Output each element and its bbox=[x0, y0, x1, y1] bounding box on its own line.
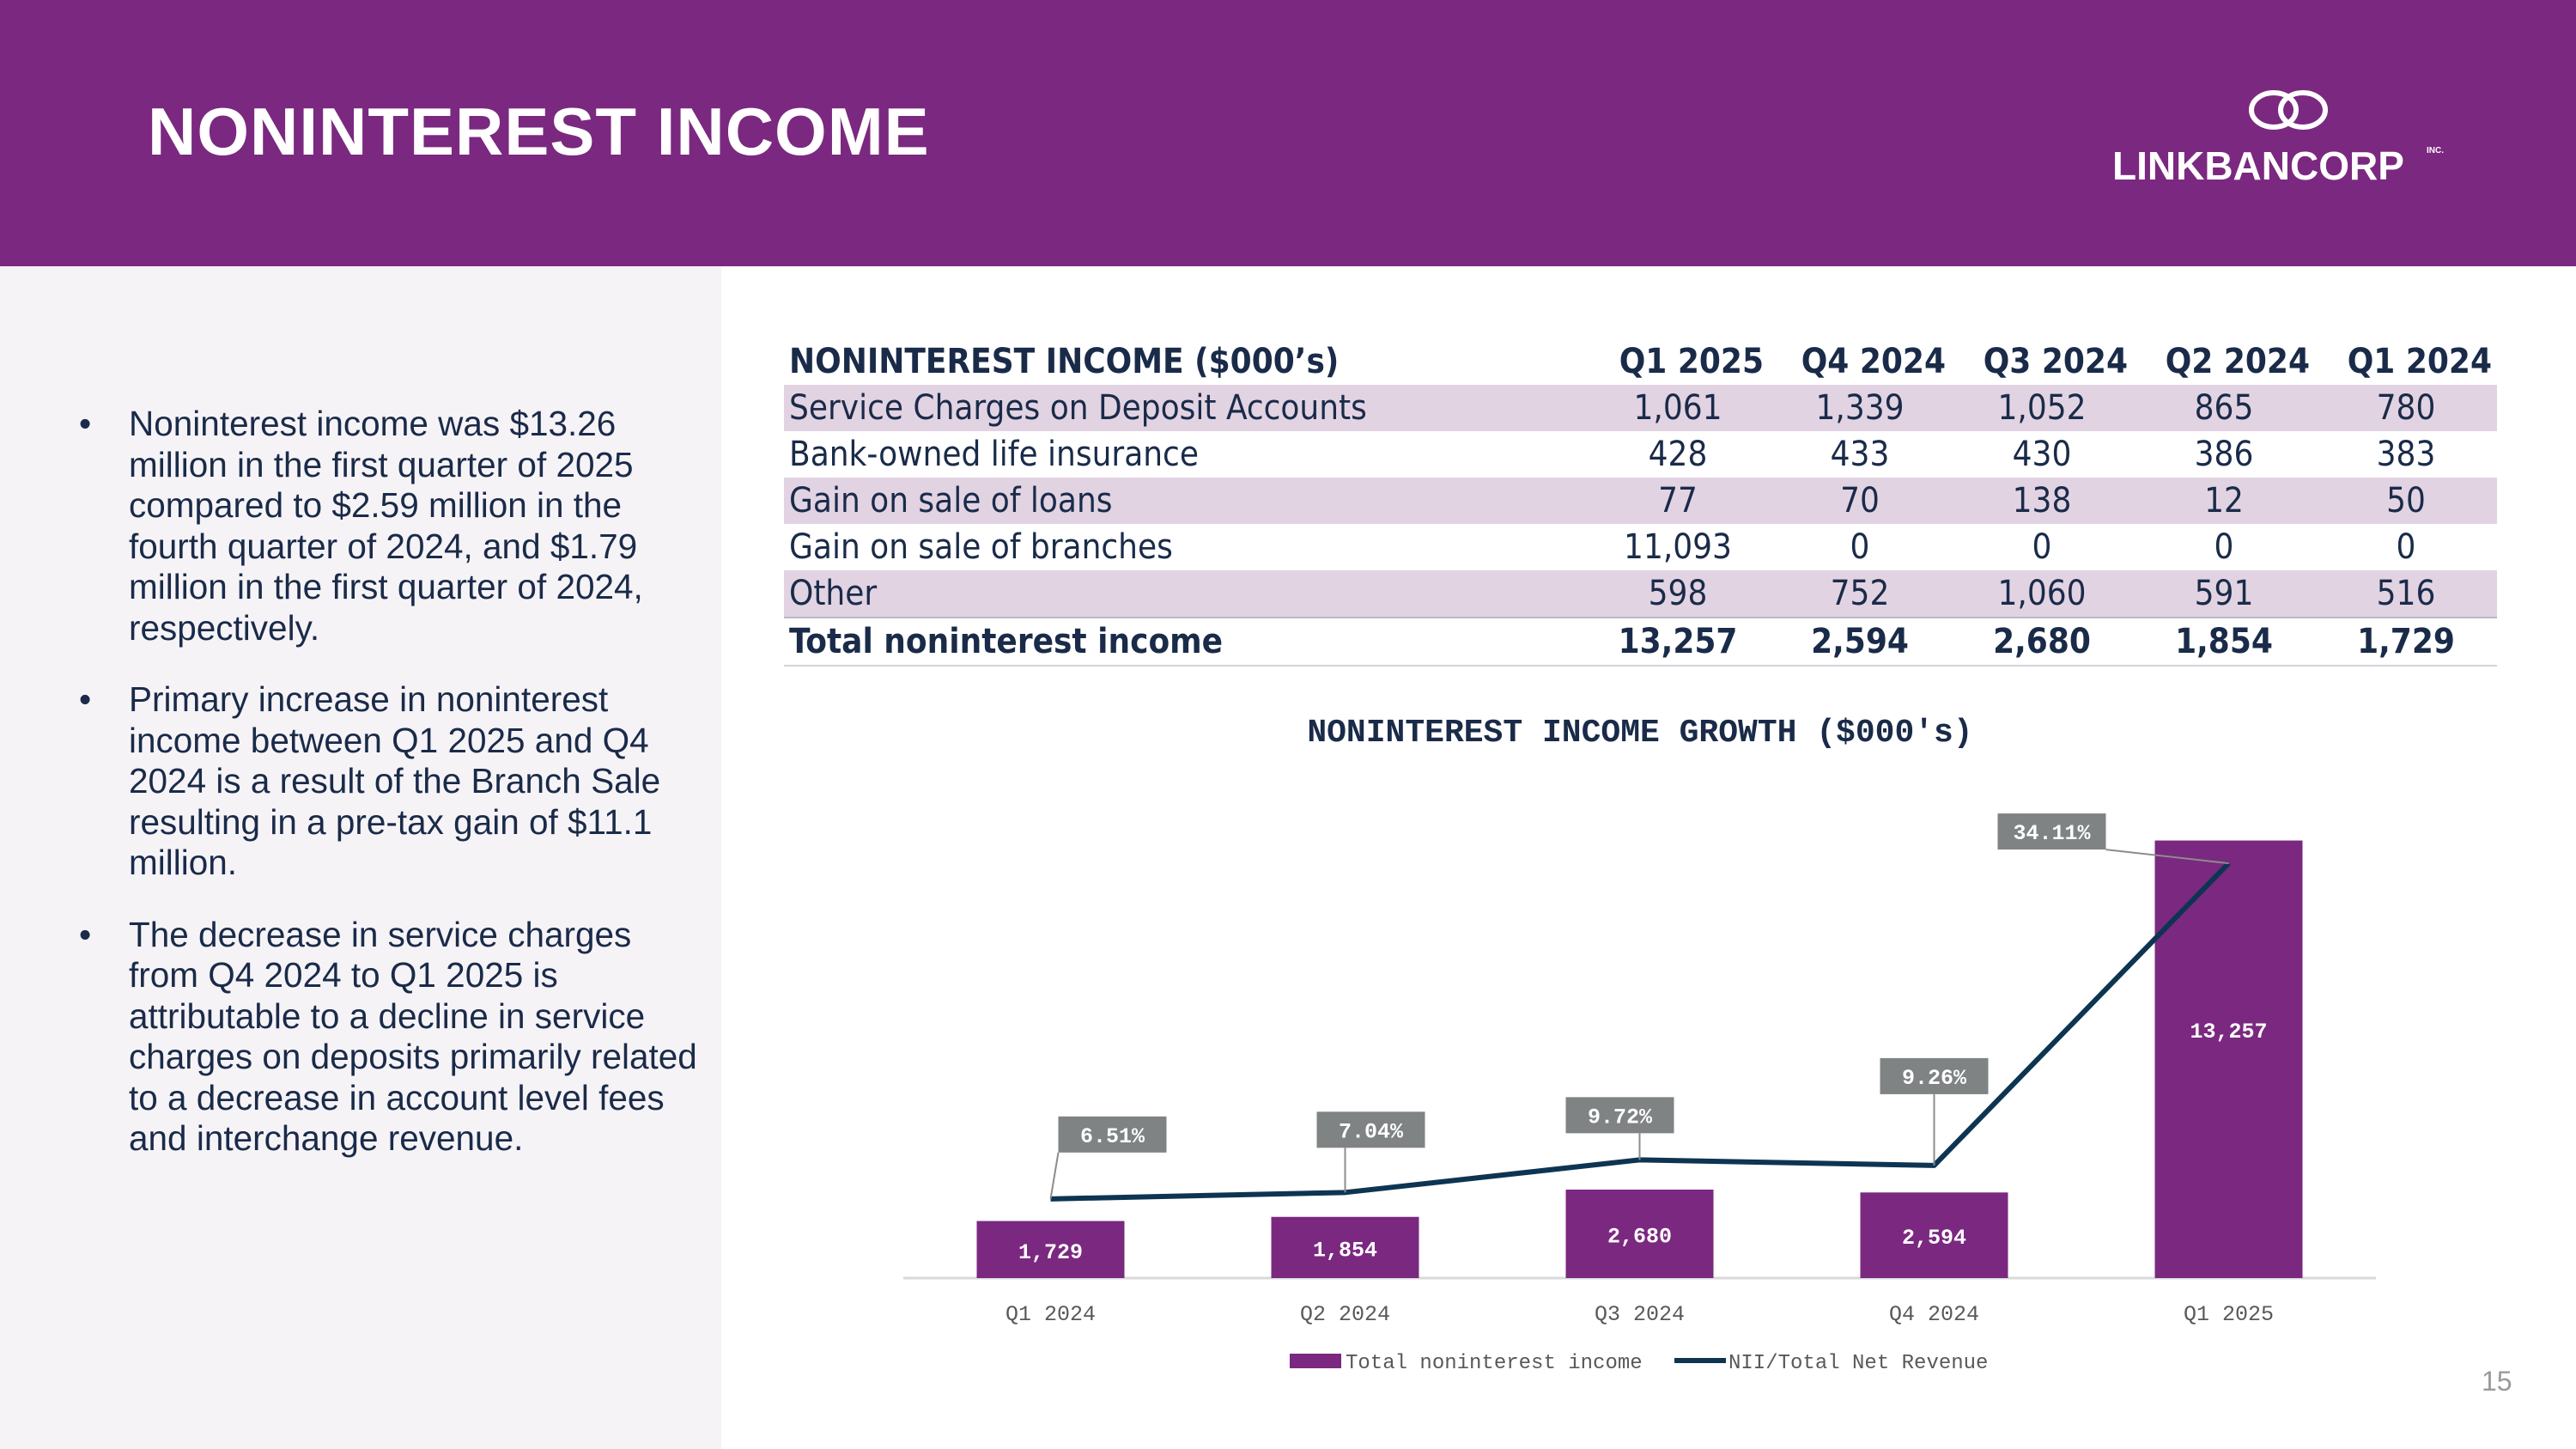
noninterest-income-chart: 1,729 Q1 2024 1,854 Q2 2024 2,680 Q3 2024 2,59… bbox=[903, 813, 2376, 1375]
data-label-leader bbox=[1049, 1152, 1060, 1199]
bar-total-noninterest-income bbox=[1271, 1216, 1419, 1278]
table-total-row: Total noninterest income 13,257 2,594 2,… bbox=[784, 617, 2497, 667]
table-cell: 0 bbox=[2396, 527, 2416, 567]
summary-panel: Noninterest income was $13.26 million in… bbox=[0, 266, 721, 1449]
table-cell: 1,339 bbox=[1769, 385, 1951, 431]
line-data-label: 34.11% bbox=[2013, 821, 2091, 846]
linked-rings-icon bbox=[2249, 90, 2328, 130]
table-row: Gain on sale of loans 77 70 138 12 50 bbox=[784, 478, 2497, 524]
table-cell: 1,052 bbox=[1951, 385, 2133, 431]
table-cell: 138 bbox=[1951, 478, 2133, 524]
row-label: Bank-owned life insurance bbox=[789, 435, 1199, 474]
table-header-cell: Q4 2024 bbox=[1801, 342, 1946, 381]
legend-label: NII/Total Net Revenue bbox=[1728, 1352, 1988, 1375]
row-label: Other bbox=[784, 570, 1587, 618]
page-number: 15 bbox=[2482, 1366, 2512, 1397]
table-row: Service Charges on Deposit Accounts 1,06… bbox=[784, 385, 2497, 431]
table-header-row: NONINTEREST INCOME ($000’s) Q1 2025 Q4 2… bbox=[784, 338, 2497, 385]
data-label-box bbox=[1997, 813, 2106, 850]
table-header-cell: Q2 2024 bbox=[2165, 342, 2310, 381]
table-cell: 591 bbox=[2133, 570, 2315, 618]
x-tick-label: Q1 2025 bbox=[2184, 1302, 2274, 1327]
table-header-cell: Q1 2024 bbox=[2347, 342, 2492, 381]
data-label-box bbox=[1316, 1111, 1425, 1148]
bar-data-label: 1,729 bbox=[1018, 1240, 1083, 1265]
header-banner bbox=[0, 0, 2576, 266]
noninterest-income-table: NONINTEREST INCOME ($000’s) Q1 2025 Q4 2… bbox=[784, 338, 2497, 667]
line-data-label: 7.04% bbox=[1339, 1119, 1404, 1144]
data-label-box bbox=[1058, 1116, 1167, 1153]
data-label-box bbox=[1565, 1097, 1674, 1134]
legend-swatch-bar bbox=[1290, 1354, 1341, 1368]
table-row: Bank-owned life insurance 428 433 430 38… bbox=[784, 431, 2497, 478]
bullet-item: Primary increase in noninterest income b… bbox=[79, 679, 697, 884]
table-cell: 383 bbox=[2376, 435, 2436, 474]
bar-data-label: 1,854 bbox=[1313, 1238, 1377, 1263]
x-tick-label: Q1 2024 bbox=[1005, 1302, 1096, 1327]
summary-bullets: Noninterest income was $13.26 million in… bbox=[79, 404, 697, 1190]
table-header-cell: Q1 2025 bbox=[1619, 342, 1764, 381]
line-data-label: 6.51% bbox=[1080, 1124, 1145, 1149]
bullet-item: The decrease in service charges from Q4 … bbox=[79, 915, 697, 1160]
table-header-cell: Q3 2024 bbox=[1983, 342, 2128, 381]
table-cell: 50 bbox=[2315, 478, 2497, 524]
table-cell: 13,257 bbox=[1587, 617, 1769, 667]
table-cell: 12 bbox=[2133, 478, 2315, 524]
bar-data-label: 13,257 bbox=[2190, 1020, 2267, 1044]
bar-data-label: 2,594 bbox=[1902, 1226, 1966, 1251]
row-label: Gain on sale of branches bbox=[789, 527, 1173, 567]
bullet-item: Noninterest income was $13.26 million in… bbox=[79, 404, 697, 648]
table-cell: 0 bbox=[2214, 527, 2234, 567]
chart-title: NONINTEREST INCOME GROWTH ($000's) bbox=[1307, 715, 1973, 752]
table-cell: 1,061 bbox=[1587, 385, 1769, 431]
bar-total-noninterest-income bbox=[2154, 840, 2303, 1278]
table-cell: 1,060 bbox=[1951, 570, 2133, 618]
bar-total-noninterest-income bbox=[1860, 1192, 2008, 1278]
table-cell: 598 bbox=[1587, 570, 1769, 618]
table-row: Gain on sale of branches 11,093 0 0 0 0 bbox=[784, 524, 2497, 570]
table-cell: 70 bbox=[1769, 478, 1951, 524]
table-row: Other 598 752 1,060 591 516 bbox=[784, 570, 2497, 618]
bar-data-label: 2,680 bbox=[1607, 1225, 1672, 1250]
table-cell: 865 bbox=[2133, 385, 2315, 431]
row-label: Gain on sale of loans bbox=[784, 478, 1587, 524]
page-title: NONINTEREST INCOME bbox=[148, 94, 930, 169]
logo-inc: INC. bbox=[2427, 146, 2444, 155]
row-label: Total noninterest income bbox=[784, 617, 1587, 667]
table-cell: 1,729 bbox=[2315, 617, 2497, 667]
table-cell: 0 bbox=[1850, 527, 1870, 567]
table-header-label: NONINTEREST INCOME ($000’s) bbox=[789, 342, 1340, 381]
data-label-leader bbox=[2105, 849, 2229, 865]
table-cell: 11,093 bbox=[1624, 527, 1732, 567]
line-data-label: 9.26% bbox=[1902, 1066, 1967, 1091]
table-cell: 2,680 bbox=[1951, 617, 2133, 667]
line-data-label: 9.72% bbox=[1588, 1105, 1653, 1129]
table-cell: 780 bbox=[2315, 385, 2497, 431]
data-label-box bbox=[1880, 1057, 1989, 1094]
table-cell: 0 bbox=[2032, 527, 2052, 567]
row-label: Service Charges on Deposit Accounts bbox=[784, 385, 1587, 431]
x-tick-label: Q2 2024 bbox=[1300, 1302, 1390, 1327]
table-cell: 1,854 bbox=[2133, 617, 2315, 667]
table-cell: 516 bbox=[2315, 570, 2497, 618]
table-cell: 428 bbox=[1648, 435, 1708, 474]
table-cell: 2,594 bbox=[1769, 617, 1951, 667]
legend-label: Total noninterest income bbox=[1346, 1352, 1643, 1375]
company-logo: LINKBANCORP INC. bbox=[2112, 82, 2464, 194]
table-cell: 386 bbox=[2194, 435, 2254, 474]
bar-total-noninterest-income bbox=[1565, 1190, 1714, 1278]
table-cell: 433 bbox=[1830, 435, 1890, 474]
table-cell: 77 bbox=[1587, 478, 1769, 524]
bar-total-noninterest-income bbox=[976, 1221, 1125, 1278]
logo-wordmark: LINKBANCORP bbox=[2112, 143, 2404, 188]
table-cell: 752 bbox=[1769, 570, 1951, 618]
x-tick-label: Q3 2024 bbox=[1595, 1302, 1685, 1327]
table-cell: 430 bbox=[2012, 435, 2072, 474]
x-tick-label: Q4 2024 bbox=[1889, 1302, 1979, 1327]
